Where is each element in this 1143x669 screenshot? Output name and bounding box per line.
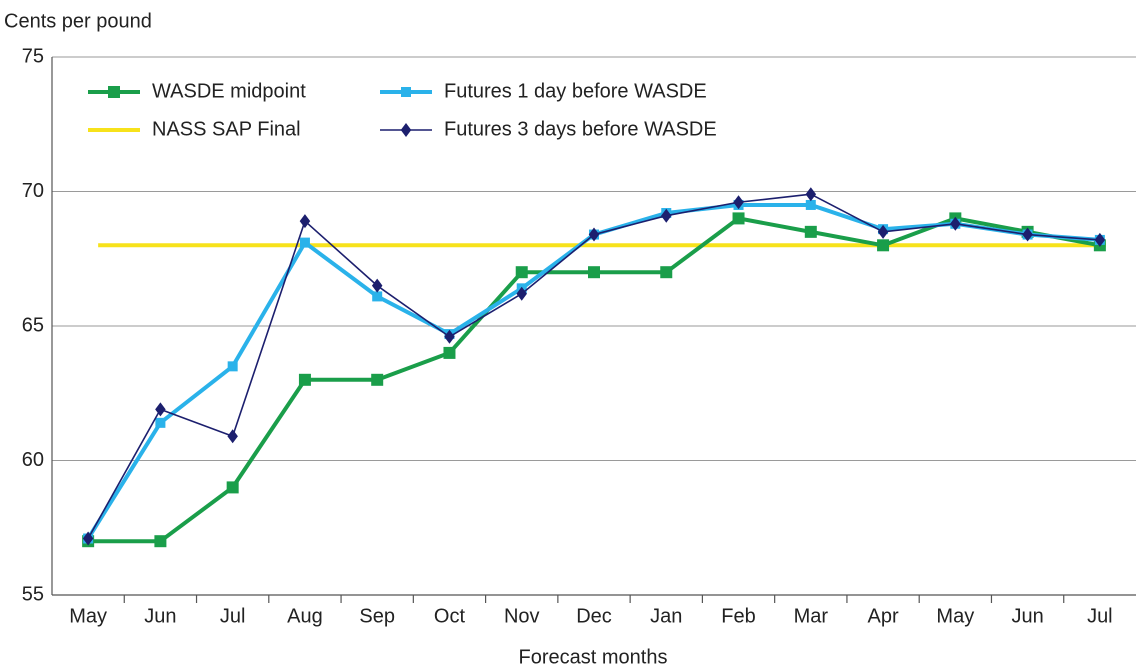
marker	[299, 214, 311, 229]
marker	[660, 266, 673, 279]
marker	[950, 216, 961, 231]
marker	[82, 531, 94, 546]
marker	[371, 278, 383, 293]
marker	[588, 227, 600, 242]
legend-label: Futures 3 days before WASDE	[444, 118, 717, 140]
marker	[805, 199, 816, 210]
marker	[1022, 227, 1033, 242]
x-tick-label: Jun	[144, 605, 176, 627]
series-line	[86, 202, 1101, 540]
x-tick-label: Nov	[504, 605, 540, 627]
marker	[155, 417, 166, 428]
x-tick-label: Oct	[434, 605, 466, 627]
marker	[877, 224, 889, 239]
y-tick-label: 75	[22, 45, 44, 67]
marker	[299, 237, 310, 248]
marker	[227, 429, 238, 444]
legend-label: Futures 1 day before WASDE	[444, 80, 707, 102]
x-axis-label: Forecast months	[519, 646, 668, 668]
marker	[661, 208, 672, 223]
x-tick-label: Sep	[359, 605, 395, 627]
y-tick-label: 55	[22, 583, 44, 605]
marker	[371, 373, 384, 386]
x-tick-label: Jan	[650, 605, 682, 627]
x-tick-label: Aug	[287, 605, 323, 627]
x-tick-label: May	[936, 605, 974, 627]
marker	[515, 266, 528, 279]
x-tick-label: Apr	[868, 605, 899, 627]
x-tick-label: Dec	[576, 605, 612, 627]
marker	[372, 291, 383, 302]
marker	[877, 239, 890, 252]
x-tick-label: Jul	[220, 605, 246, 627]
legend-marker	[108, 86, 120, 98]
legend-marker	[400, 123, 412, 137]
y-tick-label: 60	[22, 449, 44, 471]
marker	[804, 225, 817, 238]
marker	[733, 195, 744, 210]
marker	[1094, 232, 1106, 247]
legend-marker	[401, 87, 411, 97]
y-axis-label: Cents per pound	[4, 10, 152, 32]
x-tick-label: Mar	[794, 605, 829, 627]
marker	[443, 346, 456, 359]
marker	[298, 373, 311, 386]
legend-label: WASDE midpoint	[152, 80, 306, 102]
y-tick-label: 65	[22, 314, 44, 336]
marker	[226, 481, 239, 494]
marker	[732, 212, 745, 225]
x-tick-label: Feb	[721, 605, 755, 627]
marker	[444, 329, 455, 344]
y-tick-label: 70	[22, 180, 44, 202]
marker	[227, 361, 238, 372]
marker	[155, 402, 166, 417]
marker	[154, 535, 167, 548]
x-tick-label: May	[69, 605, 107, 627]
x-tick-label: Jul	[1087, 605, 1113, 627]
marker	[805, 187, 817, 202]
marker	[516, 286, 527, 301]
x-tick-label: Jun	[1011, 605, 1043, 627]
marker	[588, 266, 600, 279]
legend-label: NASS SAP Final	[152, 118, 301, 140]
